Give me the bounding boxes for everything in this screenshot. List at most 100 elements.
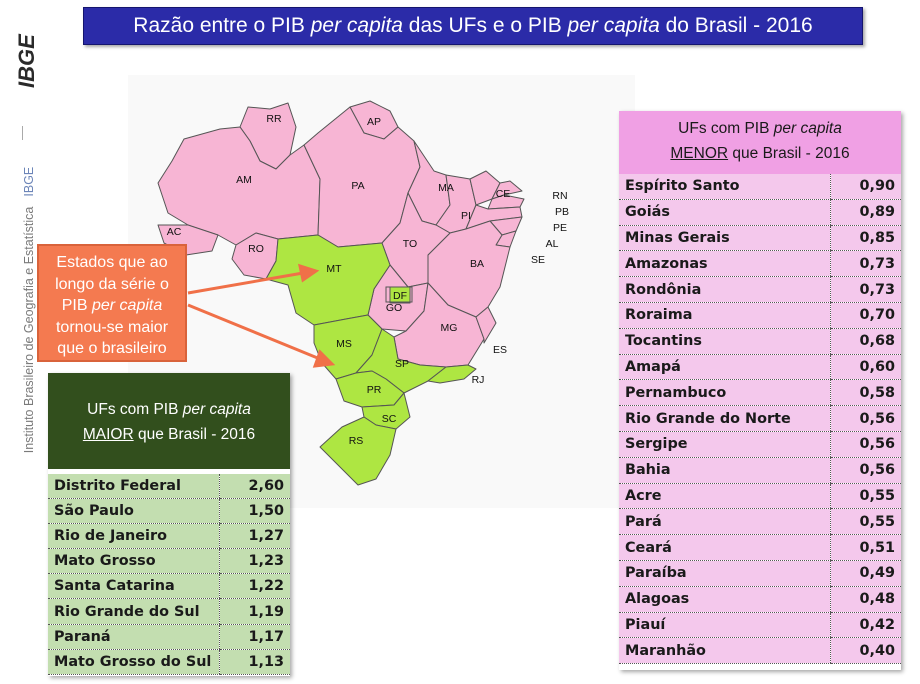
uf-name: Rio de Janeiro xyxy=(48,523,220,550)
state-label-ma: MA xyxy=(438,182,454,194)
uf-name: Piauí xyxy=(619,612,831,639)
ratio-value: 1,22 xyxy=(219,573,290,600)
ratio-value: 0,55 xyxy=(830,483,901,510)
state-es xyxy=(475,306,497,344)
table-row: Pará 0,55 xyxy=(619,508,901,536)
uf-name: Maranhão xyxy=(619,637,831,665)
table-row: Tocantins 0,68 xyxy=(619,328,901,355)
table-row: Rio de Janeiro 1,27 xyxy=(48,523,290,550)
table-row: Maranhão 0,40 xyxy=(619,637,901,665)
menor-table: Espírito Santo 0,90 Goiás 0,89 Minas Gerais 0… xyxy=(619,174,901,665)
ibge-logo: IBGE xyxy=(14,33,39,88)
state-label-sp: SP xyxy=(395,358,409,370)
uf-name: Rondônia xyxy=(619,276,831,303)
uf-name: Rio Grande do Sul xyxy=(48,598,220,625)
callout-line: longo da série o xyxy=(55,275,169,293)
institute-short-name: IBGE xyxy=(22,166,36,197)
maior-table: Distrito Federal 2,60 São Paulo 1,50 Rio de … xyxy=(48,474,290,675)
institute-full-name: Instituto Brasileiro de Geografia e Esta… xyxy=(22,206,36,454)
ratio-value: 0,56 xyxy=(830,431,901,458)
state-label-ms: MS xyxy=(336,338,352,350)
table-row: Rondônia 0,73 xyxy=(619,276,901,303)
uf-name: Rio Grande do Norte xyxy=(619,405,831,432)
menor-header-italic: per capita xyxy=(773,120,842,137)
state-sp xyxy=(355,328,447,394)
callout-line: que o brasileiro xyxy=(57,340,167,357)
menor-panel: UFs com PIB per capita MENOR que Brasil … xyxy=(619,111,901,670)
table-row: Pernambuco 0,58 xyxy=(619,379,901,407)
state-label-ap: AP xyxy=(367,116,381,128)
callout-arrows xyxy=(187,263,336,368)
table-row: Roraima 0,70 xyxy=(619,302,901,329)
ratio-value: 1,27 xyxy=(219,523,290,550)
state-label-rr: RR xyxy=(266,113,282,125)
state-rj xyxy=(427,364,477,384)
ratio-value: 0,85 xyxy=(830,225,901,252)
institute-name: Instituto Brasileiro de Geografia e Esta… xyxy=(22,167,36,454)
state-label-ce: CE xyxy=(496,188,511,200)
table-row: Acre 0,55 xyxy=(619,483,901,510)
state-label-am: AM xyxy=(236,174,252,186)
callout-text: PIB xyxy=(61,297,92,314)
maior-panel: UFs com PIB per capita MAIOR que Brasil … xyxy=(48,373,290,676)
state-label-mg: MG xyxy=(441,322,458,334)
table-row: Paraná 1,17 xyxy=(48,624,290,650)
state-label-pi: PI xyxy=(461,210,471,222)
table-row: Ceará 0,51 xyxy=(619,534,901,561)
title-part: Razão entre o PIB xyxy=(133,14,311,37)
title-part: do Brasil - 2016 xyxy=(659,14,813,37)
ratio-value: 0,56 xyxy=(830,405,901,432)
uf-name: Ceará xyxy=(619,534,831,561)
title-part: das UFs e o PIB xyxy=(402,14,568,37)
sidebar-divider xyxy=(22,126,23,140)
uf-name: Acre xyxy=(619,483,831,510)
arrow-to-ms xyxy=(187,303,321,361)
uf-name: São Paulo xyxy=(48,498,220,525)
uf-name: Mato Grosso xyxy=(48,548,220,575)
ratio-value: 1,50 xyxy=(219,498,290,525)
menor-header-underlined: MENOR xyxy=(670,145,729,162)
table-row: Mato Grosso 1,23 xyxy=(48,548,290,575)
state-label-pa: PA xyxy=(351,180,364,192)
uf-name: Pernambuco xyxy=(619,379,831,407)
maior-header-italic: per capita xyxy=(182,401,251,418)
uf-name: Alagoas xyxy=(619,586,831,613)
page-title: Razão entre o PIB per capita das UFs e o… xyxy=(83,7,863,45)
ratio-value: 0,89 xyxy=(830,199,901,226)
table-row: Rio Grande do Sul 1,19 xyxy=(48,598,290,625)
uf-name: Mato Grosso do Sul xyxy=(48,649,220,675)
state-rn xyxy=(491,180,523,200)
table-row: Paraíba 0,49 xyxy=(619,560,901,587)
ratio-value: 0,68 xyxy=(830,328,901,355)
uf-name: Amapá xyxy=(619,354,831,381)
uf-name: Pará xyxy=(619,508,831,536)
ratio-value: 0,55 xyxy=(830,508,901,536)
table-row: Sergipe 0,56 xyxy=(619,431,901,458)
callout-line: tornou-se maior xyxy=(55,318,169,336)
state-label-pb: PB xyxy=(555,206,569,218)
ratio-value: 0,73 xyxy=(830,250,901,278)
maior-header-text: UFs com PIB xyxy=(87,401,183,418)
uf-name: Espírito Santo xyxy=(619,174,831,200)
ratio-value: 0,60 xyxy=(830,354,901,381)
state-label-es: ES xyxy=(493,344,507,356)
callout-box: Estados que ao longo da série o PIB per … xyxy=(37,244,187,362)
uf-name: Goiás xyxy=(619,199,831,226)
ratio-value: 0,49 xyxy=(830,560,901,587)
table-row: Piauí 0,42 xyxy=(619,612,901,639)
arrow-to-mt xyxy=(187,271,304,295)
ibge-logo-text: IBGE xyxy=(14,33,39,88)
state-label-to: TO xyxy=(403,238,417,250)
table-row: Minas Gerais 0,85 xyxy=(619,225,901,252)
ratio-value: 0,48 xyxy=(830,586,901,613)
menor-header-text: que Brasil - 2016 xyxy=(728,145,850,162)
state-label-mt: MT xyxy=(326,263,342,275)
state-label-rs: RS xyxy=(349,435,364,447)
ratio-value: 0,58 xyxy=(830,379,901,407)
state-label-sc: SC xyxy=(382,413,397,425)
uf-name: Sergipe xyxy=(619,431,831,458)
state-label-al: AL xyxy=(546,238,559,250)
ratio-value: 2,60 xyxy=(219,474,290,500)
state-label-pe: PE xyxy=(553,222,567,234)
